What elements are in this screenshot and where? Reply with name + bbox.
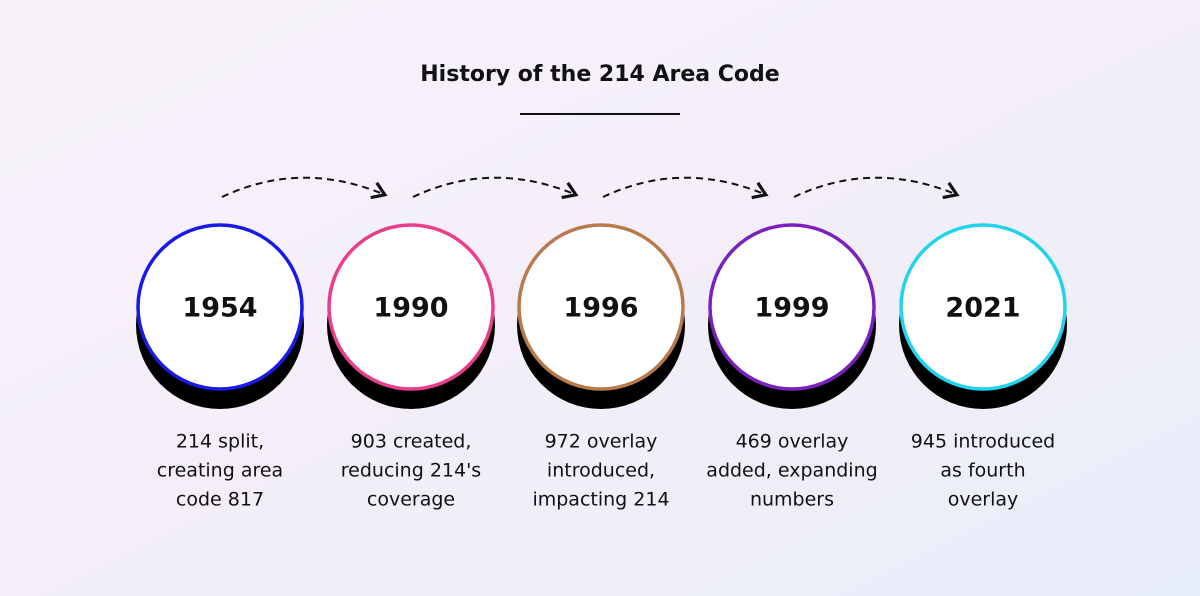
description: numbers [750, 489, 834, 511]
description: 469 overlay [736, 431, 849, 453]
year-circle [899, 223, 1067, 391]
arrow [412, 176, 579, 200]
description: overlay [948, 489, 1019, 511]
timeline: 1954 214 split, creating area code 817 1990 9… [136, 176, 1067, 511]
description: added, expanding [706, 460, 877, 482]
year-circle [327, 223, 495, 391]
description: 903 created, [351, 431, 472, 453]
year: 1954 [182, 293, 257, 324]
description: reducing 214's [341, 460, 481, 482]
description: impacting 214 [532, 489, 669, 511]
description: creating area [157, 460, 283, 482]
arrow [602, 176, 769, 200]
year-circle [517, 223, 685, 391]
arrow [793, 176, 960, 200]
description: coverage [367, 489, 455, 511]
year: 1999 [754, 293, 829, 324]
description: as fourth [940, 460, 1025, 482]
year-circle [708, 223, 876, 391]
year: 2021 [945, 293, 1020, 324]
year: 1990 [373, 293, 448, 324]
arrow [221, 176, 388, 200]
title: History of the 214 Area Code [420, 62, 779, 87]
description: code 817 [176, 489, 264, 511]
year-circle [136, 223, 304, 391]
description: introduced, [547, 460, 655, 482]
description: 972 overlay [545, 431, 658, 453]
description: 945 introduced [911, 431, 1055, 453]
year: 1996 [563, 293, 638, 324]
description: 214 split, [176, 431, 264, 453]
